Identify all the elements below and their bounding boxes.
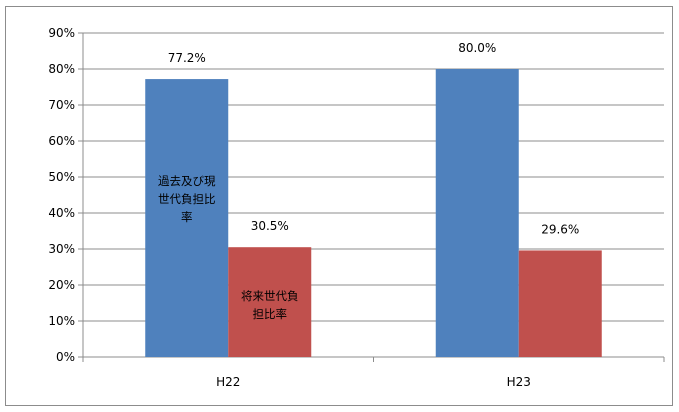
data-label-background (538, 221, 583, 239)
y-tick-label: 70% (48, 98, 75, 112)
bar-future-h23 (518, 250, 602, 357)
data-label-background (247, 218, 292, 236)
y-tick-label: 0% (56, 350, 75, 364)
series-inbar-label: 過去及び現世代負担比率 (158, 174, 216, 224)
series-inbar-label: 将来世代負担比率 (241, 289, 299, 321)
bar-future-h22 (228, 247, 312, 357)
bars (145, 69, 602, 357)
data-label: 80.0% (458, 41, 496, 55)
data-label-background (164, 50, 209, 68)
data-label: 77.2% (168, 51, 206, 65)
data-label: 29.6% (541, 222, 579, 236)
y-tick-label: 90% (48, 26, 75, 40)
y-tick-label: 10% (48, 314, 75, 328)
x-category-label: H22 (216, 375, 240, 389)
y-tick-label: 50% (48, 170, 75, 184)
bar-current-h22 (145, 79, 229, 357)
y-tick-label: 30% (48, 242, 75, 256)
labels: 0% 10% 20% 30% 40% 50% 60% 70% 80% 90% H22 H23 77.2%… (48, 26, 583, 389)
data-label: 30.5% (251, 219, 289, 233)
y-tick-label: 20% (48, 278, 75, 292)
data-label-background (455, 40, 500, 57)
y-tick-label: 80% (48, 62, 75, 76)
y-tick-label: 40% (48, 206, 75, 220)
y-tick-label: 60% (48, 134, 75, 148)
x-category-label: H23 (507, 375, 531, 389)
bar-current-h23 (435, 69, 519, 357)
